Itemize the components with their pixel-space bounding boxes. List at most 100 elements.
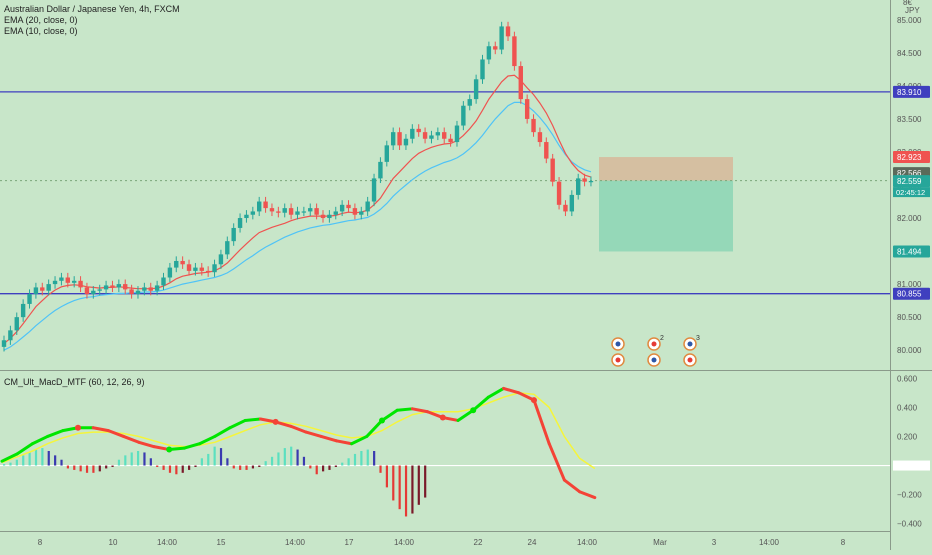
candle-body[interactable] (282, 208, 287, 213)
candle-body[interactable] (123, 284, 128, 290)
macd-line-segment[interactable] (198, 434, 217, 446)
candle-body[interactable] (116, 284, 122, 288)
macd-line-segment[interactable] (471, 395, 490, 412)
candle-body[interactable] (97, 289, 102, 291)
candle-body[interactable] (193, 267, 198, 271)
candle-body[interactable] (352, 208, 358, 215)
candle-body[interactable] (339, 204, 345, 212)
candle-body[interactable] (199, 267, 204, 271)
candle-body[interactable] (588, 181, 594, 183)
macd-line-segment[interactable] (289, 424, 308, 434)
candle-body[interactable] (461, 105, 466, 126)
macd-line-segment[interactable] (91, 426, 110, 433)
candle-body[interactable] (46, 284, 51, 291)
candle-body[interactable] (135, 290, 141, 295)
candle-body[interactable] (333, 211, 338, 215)
candle-body[interactable] (257, 201, 262, 212)
candle-body[interactable] (582, 178, 587, 182)
candle-body[interactable] (225, 241, 230, 255)
candle-body[interactable] (295, 211, 300, 215)
candle-body[interactable] (378, 161, 383, 179)
candle-body[interactable] (442, 132, 447, 139)
macd-line-segment[interactable] (456, 408, 475, 422)
take-profit-zone[interactable] (599, 180, 733, 252)
candle-body[interactable] (308, 208, 313, 212)
macd-line-segment[interactable] (410, 407, 430, 414)
candle-body[interactable] (103, 285, 109, 290)
candle-body[interactable] (20, 303, 26, 318)
candle-body[interactable] (403, 138, 409, 146)
candle-body[interactable] (276, 211, 281, 213)
candle-body[interactable] (486, 46, 492, 60)
candle-body[interactable] (167, 267, 173, 278)
macd-line-segment[interactable] (30, 434, 50, 446)
candle-body[interactable] (59, 277, 64, 281)
candle-body[interactable] (65, 277, 70, 283)
macd-line-segment[interactable] (122, 434, 141, 444)
macd-line-segment[interactable] (0, 452, 19, 463)
candle-body[interactable] (454, 125, 460, 143)
macd-line-segment[interactable] (547, 442, 566, 482)
macd-line-segment[interactable] (334, 439, 354, 446)
candle-body[interactable] (410, 128, 415, 139)
candle-body[interactable] (237, 218, 243, 228)
candle-body[interactable] (288, 208, 294, 215)
candle-body[interactable] (480, 59, 485, 80)
macd-line-segment[interactable] (502, 386, 521, 395)
candle-body[interactable] (91, 290, 96, 295)
symbol-title[interactable]: Australian Dollar / Japanese Yen, 4h, FX… (4, 4, 180, 14)
candle-body[interactable] (110, 285, 115, 288)
macd-line-segment[interactable] (228, 418, 247, 430)
candle-body[interactable] (556, 181, 562, 205)
macd-line-segment[interactable] (213, 426, 232, 438)
candle-body[interactable] (244, 214, 249, 219)
macd-line-segment[interactable] (532, 398, 551, 446)
candle-body[interactable] (174, 260, 179, 268)
candle-body[interactable] (218, 254, 224, 265)
candle-body[interactable] (250, 211, 256, 215)
candle-body[interactable] (365, 201, 370, 212)
candle-body[interactable] (512, 36, 517, 67)
candle-body[interactable] (154, 285, 160, 291)
macd-line-segment[interactable] (15, 442, 34, 456)
candle-body[interactable] (544, 142, 549, 159)
candle-body[interactable] (537, 132, 543, 143)
ema10-legend[interactable]: EMA (10, close, 0) (4, 26, 78, 36)
candle-body[interactable] (429, 135, 434, 139)
stop-loss-zone[interactable] (599, 157, 733, 181)
signal-line[interactable] (1, 392, 596, 470)
candle-body[interactable] (448, 138, 453, 143)
macd-line-segment[interactable] (486, 386, 506, 399)
macd-line-segment[interactable] (578, 490, 597, 500)
ema20-legend[interactable]: EMA (20, close, 0) (4, 15, 78, 25)
candle-body[interactable] (314, 208, 319, 215)
macd-line-segment[interactable] (562, 478, 582, 494)
candle-body[interactable] (499, 26, 504, 50)
candle-body[interactable] (371, 178, 377, 202)
macd-line-segment[interactable] (182, 442, 202, 450)
candle-body[interactable] (148, 287, 153, 291)
candle-body[interactable] (397, 132, 402, 146)
candle-body[interactable] (327, 214, 332, 219)
candle-body[interactable] (52, 280, 58, 285)
macd-line-segment[interactable] (243, 417, 262, 422)
candle-body[interactable] (8, 330, 13, 341)
macd-line-segment[interactable] (137, 440, 156, 449)
candle-body[interactable] (186, 264, 192, 271)
candle-body[interactable] (129, 289, 134, 295)
candle-body[interactable] (384, 145, 389, 162)
candle-body[interactable] (563, 204, 568, 212)
candle-body[interactable] (205, 270, 211, 273)
candle-body[interactable] (71, 280, 77, 283)
candle-body[interactable] (390, 132, 396, 146)
indicator-title[interactable]: CM_Ult_MacD_MTF (60, 12, 26, 9) (4, 377, 145, 387)
candle-body[interactable] (473, 79, 479, 100)
macd-line-segment[interactable] (106, 429, 126, 438)
macd-line-segment[interactable] (350, 434, 369, 446)
candle-body[interactable] (180, 260, 185, 265)
candle-body[interactable] (212, 264, 217, 273)
candle-body[interactable] (27, 294, 32, 304)
candle-body[interactable] (40, 287, 45, 291)
macd-line-segment[interactable] (319, 434, 338, 443)
candle-body[interactable] (569, 194, 575, 212)
